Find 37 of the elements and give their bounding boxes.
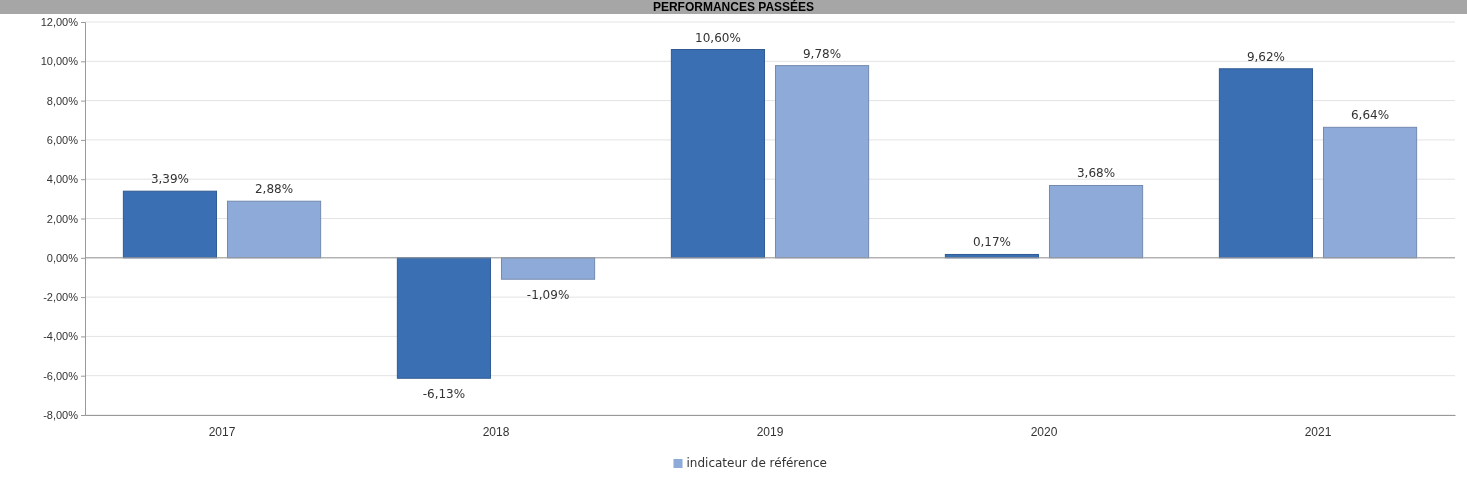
y-tick-label: -6,00% bbox=[43, 369, 79, 382]
y-tick-label: 12,00% bbox=[40, 16, 79, 29]
x-tick-label: 2017 bbox=[208, 424, 236, 439]
y-tick-label: 8,00% bbox=[46, 94, 79, 107]
bar bbox=[1218, 68, 1314, 259]
x-tick-label: 2020 bbox=[1030, 424, 1058, 439]
y-tick-label: -2,00% bbox=[43, 291, 79, 304]
data-label: -6,13% bbox=[422, 387, 466, 402]
y-tick-label: 4,00% bbox=[46, 173, 79, 186]
x-tick-label: 2018 bbox=[482, 424, 510, 439]
y-tick-label: -4,00% bbox=[43, 330, 79, 343]
bar bbox=[122, 190, 218, 259]
x-tick-label: 2021 bbox=[1304, 424, 1332, 439]
y-tick-label: -8,00% bbox=[43, 409, 79, 422]
data-label: 0,17% bbox=[972, 235, 1011, 250]
data-label: 2,88% bbox=[255, 182, 294, 197]
data-label: 10,60% bbox=[695, 30, 741, 45]
bar bbox=[774, 65, 870, 259]
data-label: -1,09% bbox=[526, 288, 570, 303]
y-tick-label: 10,00% bbox=[40, 55, 79, 68]
y-tick-label: 6,00% bbox=[46, 133, 79, 146]
bar bbox=[226, 200, 322, 259]
bar bbox=[670, 49, 766, 259]
data-label: 3,68% bbox=[1077, 166, 1116, 181]
bar bbox=[396, 257, 492, 379]
data-label: 6,64% bbox=[1351, 108, 1390, 123]
bar bbox=[500, 257, 596, 280]
legend-label: indicateur de référence bbox=[686, 456, 827, 470]
data-label: 3,39% bbox=[150, 172, 189, 187]
y-tick-label: 2,00% bbox=[46, 212, 79, 225]
bar bbox=[1322, 126, 1418, 259]
y-tick-label: 0,00% bbox=[46, 251, 79, 264]
data-label: 9,78% bbox=[803, 46, 842, 61]
bar bbox=[1048, 184, 1144, 259]
data-label: 9,62% bbox=[1246, 49, 1285, 64]
x-tick-label: 2019 bbox=[756, 424, 784, 439]
chart-title: PERFORMANCES PASSÉES bbox=[652, 0, 815, 14]
